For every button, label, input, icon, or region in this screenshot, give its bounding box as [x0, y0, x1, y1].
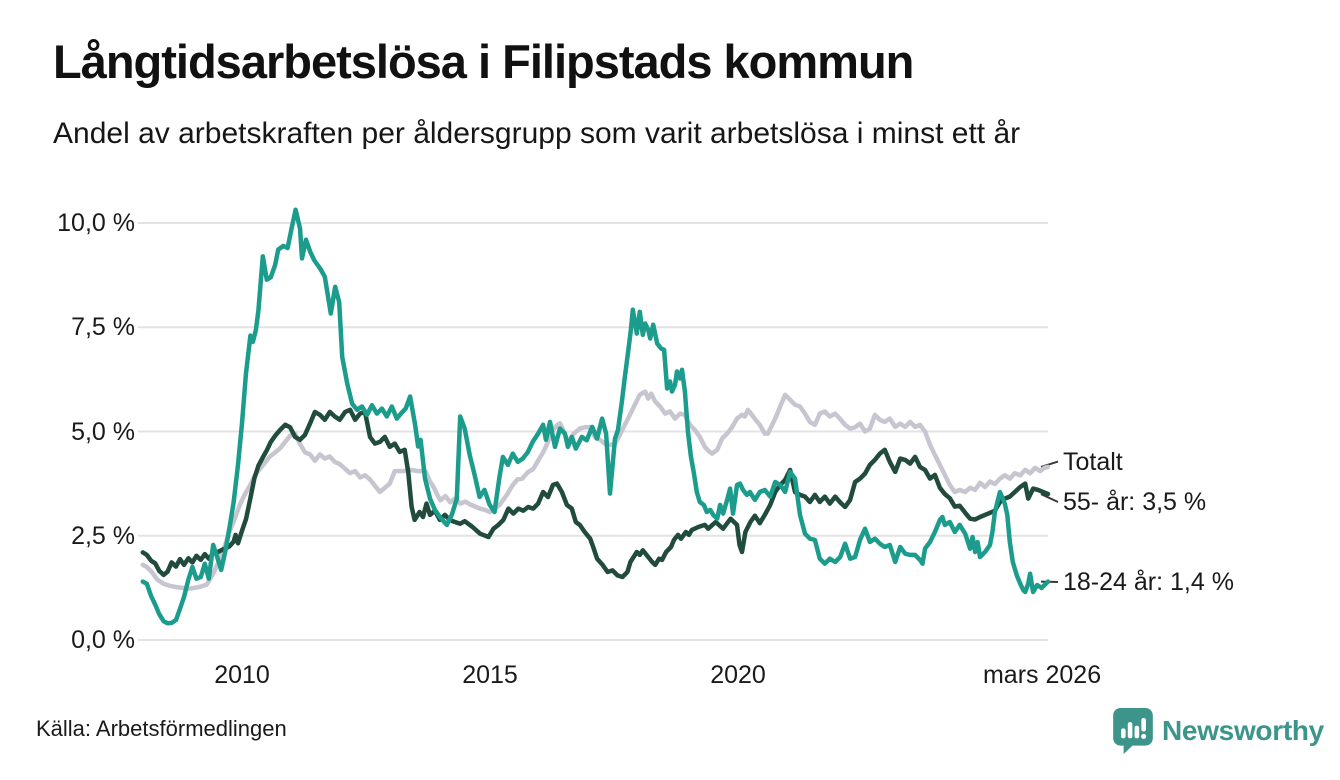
x-axis-tick-label: 2010: [214, 661, 270, 689]
x-axis-tick-label: 2015: [462, 661, 518, 689]
y-axis-tick-label: 2,5 %: [71, 521, 135, 550]
y-axis-tick-label: 10,0 %: [57, 209, 135, 237]
x-axis-tick-label: mars 2026: [982, 661, 1102, 689]
chart-title: Långtidsarbetslösa i Filipstads kommun: [53, 35, 914, 88]
y-axis-tick-label: 5,0 %: [71, 417, 135, 446]
chart-subtitle: Andel av arbetskraften per åldersgrupp s…: [53, 117, 1021, 150]
series-end-label-18-24-ar: 18-24 år: 1,4 %: [1063, 568, 1234, 597]
label-leader-line-55-ar: [1040, 493, 1059, 503]
newsworthy-logo: Newsworthy: [1112, 706, 1324, 756]
series-end-label-55-ar: 55- år: 3,5 %: [1063, 487, 1207, 516]
y-axis-tick-label: 0,0 %: [71, 626, 135, 654]
series-line-55-ar: [140, 407, 1051, 580]
newsworthy-wordmark: Newsworthy: [1162, 715, 1324, 746]
series-end-label-totalt: Totalt: [1063, 447, 1123, 476]
y-axis-tick-label: 7,5 %: [71, 313, 135, 342]
x-axis-tick-label: 2020: [710, 661, 766, 689]
source-note: Källa: Arbetsförmedlingen: [36, 716, 287, 741]
series-line-18-24-ar: [140, 207, 1051, 626]
speech-bubble-bar-chart-icon: [1113, 708, 1153, 754]
